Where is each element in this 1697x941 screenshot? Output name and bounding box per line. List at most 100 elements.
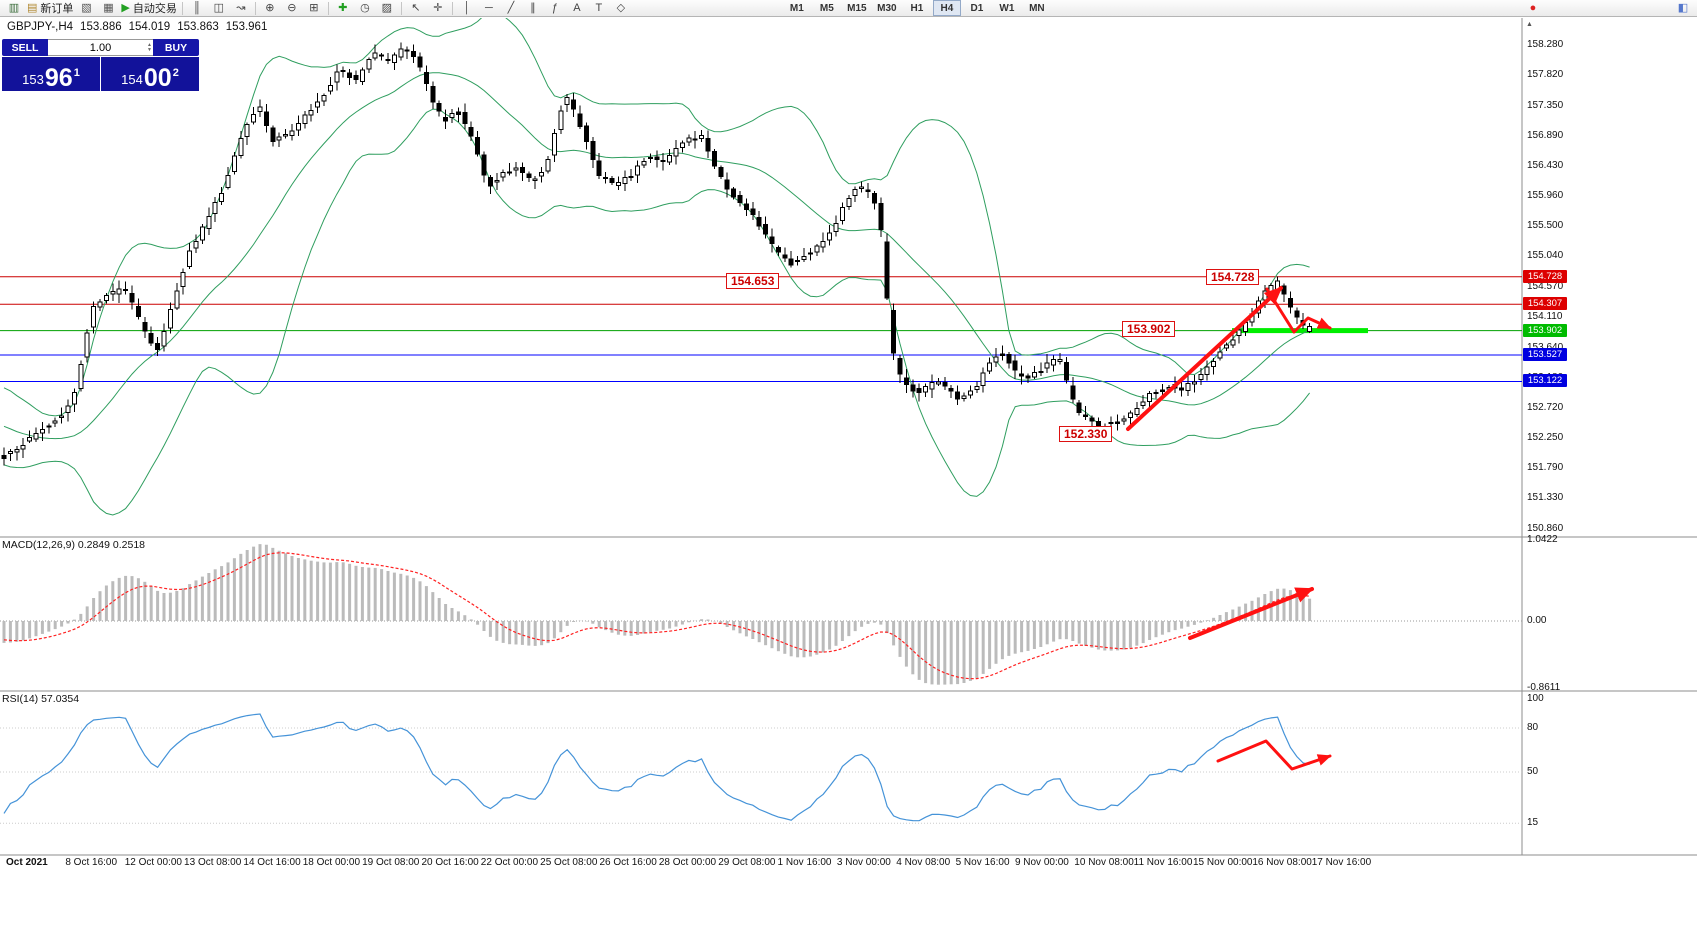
time-axis-label: Oct 2021 <box>6 857 48 868</box>
rsi-trend-arrow[interactable] <box>1216 739 1332 771</box>
new-order-icon: ▤ <box>27 1 38 14</box>
sell-button[interactable]: SELL <box>2 39 48 56</box>
price-annotation[interactable]: 153.902 <box>1122 321 1176 337</box>
auto-trading-button[interactable]: ▶ 自动交易 <box>119 1 178 16</box>
auto-trading-icon: ▶ <box>121 1 130 14</box>
timeframe-mn-button[interactable]: MN <box>1029 2 1045 14</box>
indicators-button[interactable]: ✚ <box>332 1 354 16</box>
new-chart-button[interactable]: ▥ <box>3 1 25 16</box>
time-axis-label: 13 Oct 08:00 <box>184 857 242 868</box>
time-axis-label: 9 Nov 00:00 <box>1014 857 1069 868</box>
price-axis-tick: 155.960 <box>1527 190 1564 202</box>
shapes-icon: ◇ <box>616 1 626 14</box>
price-axis-tick: 151.330 <box>1527 492 1564 504</box>
macd-scale-bottom: -0.8611 <box>1527 682 1561 693</box>
one-click-trading-panel: SELL 1.00 ▲ ▼ BUY 153 96 1 154 00 2 <box>2 39 199 91</box>
trendline-button[interactable]: ╱ <box>500 1 522 16</box>
one-click-prices-row: 153 96 1 154 00 2 <box>2 57 199 91</box>
quote-high: 154.019 <box>128 21 171 33</box>
timeframe-d1-button[interactable]: D1 <box>970 2 984 14</box>
price-annotation[interactable]: 152.330 <box>1059 426 1113 442</box>
time-axis-label: 12 Oct 00:00 <box>124 857 182 868</box>
bar-chart-icon: ║ <box>192 1 201 14</box>
ask-pip-sup: 2 <box>172 67 179 79</box>
time-axis-label: 3 Nov 00:00 <box>836 857 891 868</box>
lot-value: 1.00 <box>89 41 112 54</box>
bid-price-panel[interactable]: 153 96 1 <box>2 57 100 91</box>
bid-prefix: 153 <box>22 72 44 87</box>
ask-prefix: 154 <box>121 72 143 87</box>
rsi-axis-tick: 100 <box>1527 692 1544 704</box>
market-watch-icon: ▦ <box>103 1 114 14</box>
macd-histogram <box>2 544 1312 685</box>
channel-button[interactable]: ∥ <box>522 1 544 16</box>
macd-scale-zero: 0.00 <box>1527 615 1547 627</box>
periods-button[interactable]: ◷ <box>354 1 376 16</box>
lot-size-input[interactable]: 1.00 ▲ ▼ <box>48 39 153 56</box>
fibonacci-button[interactable]: ƒ <box>544 1 566 16</box>
time-axis-label: 8 Oct 16:00 <box>65 857 118 868</box>
edge-button[interactable]: ◧ <box>1672 1 1694 16</box>
text-icon: A <box>573 1 581 14</box>
crosshair-button[interactable]: ✛ <box>427 1 449 16</box>
horizontal-line-icon: ─ <box>484 1 493 14</box>
rsi-label: RSI(14) 57.0354 <box>2 693 80 705</box>
shapes-button[interactable]: ◇ <box>610 1 632 16</box>
time-axis-label: 19 Oct 08:00 <box>362 857 420 868</box>
templates-button[interactable]: ▨ <box>376 1 398 16</box>
price-pullback-arrow[interactable] <box>1265 287 1332 334</box>
timeframe-h1-button[interactable]: H1 <box>910 2 924 14</box>
candlestick-chart-button[interactable]: ◫ <box>208 1 230 16</box>
price-axis-tick: 157.820 <box>1527 69 1564 80</box>
price-axis-tick: 157.350 <box>1527 99 1564 111</box>
timeframe-h4-button[interactable]: H4 <box>932 0 961 16</box>
lot-spinner[interactable]: ▲ ▼ <box>147 40 152 55</box>
new-order-button[interactable]: ▤ 新订单 <box>25 1 75 16</box>
timeframe-w1-button[interactable]: W1 <box>999 2 1015 14</box>
label-button[interactable]: T <box>588 1 610 16</box>
macd-label: MACD(12,26,9) 0.2849 0.2518 <box>2 539 146 551</box>
vertical-line-button[interactable]: │ <box>456 1 478 16</box>
timeframe-m15-button[interactable]: M15 <box>847 2 867 14</box>
time-axis-label: 11 Nov 16:00 <box>1133 857 1193 868</box>
bar-chart-button[interactable]: ║ <box>186 1 208 16</box>
vertical-line-icon: │ <box>463 1 471 14</box>
zoom-in-button[interactable]: ⊕ <box>259 1 281 16</box>
text-button[interactable]: A <box>566 1 588 16</box>
quote-open: 153.886 <box>80 21 122 33</box>
ask-price-panel[interactable]: 154 00 2 <box>101 57 199 91</box>
market-watch-button[interactable]: ▦ <box>97 1 119 16</box>
price-trend-up-arrow[interactable] <box>1126 286 1283 431</box>
quote-bar: GBPJPY-,H4 153.886 154.019 153.863 153.9… <box>7 21 267 33</box>
new-chart-icon: ▥ <box>8 1 20 14</box>
quote-close: 153.961 <box>225 21 268 33</box>
price-annotation[interactable]: 154.728 <box>1206 269 1260 285</box>
buy-button[interactable]: BUY <box>153 39 199 56</box>
new-order-button-label: 新订单 <box>40 3 74 15</box>
time-axis-label: 26 Oct 16:00 <box>599 857 657 868</box>
bollinger-bands <box>3 18 1310 516</box>
horizontal-line-button[interactable]: ─ <box>478 1 500 16</box>
zoom-out-button[interactable]: ⊖ <box>281 1 303 16</box>
spinner-up-icon[interactable]: ▲ <box>147 41 152 48</box>
price-tag: 154.307 <box>1523 297 1567 311</box>
timeframe-m1-button[interactable]: M1 <box>789 2 804 14</box>
time-axis-label: 16 Nov 08:00 <box>1252 857 1312 868</box>
cursor-button[interactable]: ↖ <box>405 1 427 16</box>
alert-button[interactable]: ● <box>1522 1 1544 16</box>
chart-profiles-button[interactable]: ▧ <box>75 1 97 16</box>
bid-big-digits: 96 <box>44 63 73 92</box>
timeframe-m30-button[interactable]: M30 <box>877 2 897 14</box>
macd-trend-arrow[interactable] <box>1188 587 1314 640</box>
line-chart-button[interactable]: ↝ <box>230 1 252 16</box>
quote-low: 153.863 <box>177 21 219 33</box>
price-axis-tick: 152.720 <box>1527 401 1564 413</box>
toolbar: ▥ ▤ 新订单 ▧ ▦ ▶ 自动交易 ║ ◫ ↝ ⊕ ⊖ ⊞ ✚ ◷ ▨ ↖ ✛ │ ─ ╱ ∥ ƒ A T ◇ M1 M5 M15 M3… <box>0 0 1697 17</box>
timeframe-m5-button[interactable]: M5 <box>819 2 834 14</box>
scroll-to-end-marker: ▲ <box>1526 21 1533 28</box>
tile-windows-button[interactable]: ⊞ <box>303 1 325 16</box>
price-annotation[interactable]: 154.653 <box>726 273 780 289</box>
spinner-down-icon[interactable]: ▼ <box>147 46 152 53</box>
